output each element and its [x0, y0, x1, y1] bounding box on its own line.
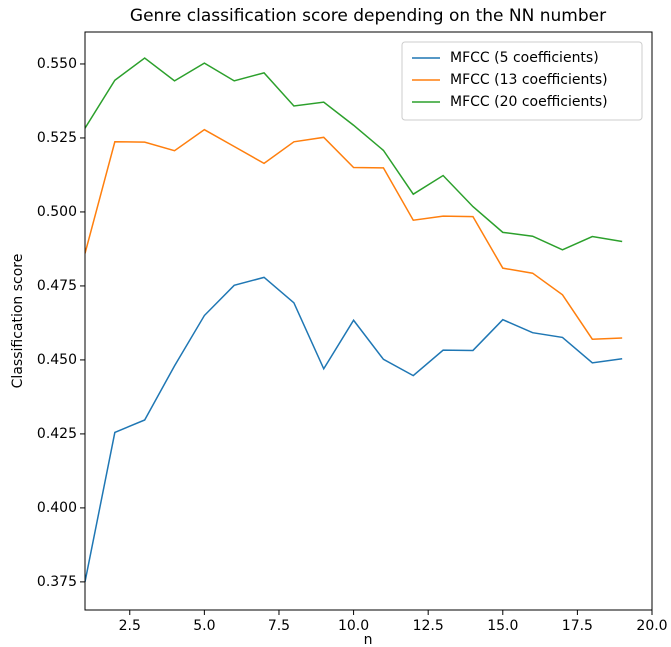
x-tick-label: 15.0 [487, 618, 518, 634]
line-series [85, 276, 623, 583]
y-tick-label: 0.550 [37, 56, 77, 72]
legend-label: MFCC (5 coefficients) [450, 50, 599, 66]
chart-title: Genre classification score depending on … [130, 6, 606, 26]
y-tick-label: 0.425 [37, 426, 77, 442]
y-axis-label: Classification score [10, 254, 26, 389]
x-tick-label: 20.0 [636, 618, 667, 634]
x-tick-label: 7.5 [268, 618, 290, 634]
line-series [85, 57, 623, 251]
y-tick-label: 0.525 [37, 130, 77, 146]
x-tick-label: 17.5 [562, 618, 593, 634]
line-series [85, 128, 623, 340]
y-tick-label: 0.475 [37, 278, 77, 294]
legend-box [401, 41, 643, 121]
y-tick-label: 0.500 [37, 204, 77, 220]
x-tick-label: 12.5 [413, 618, 444, 634]
y-tick-label: 0.400 [37, 500, 77, 516]
legend-label: MFCC (13 coefficients) [450, 72, 608, 88]
legend-label: MFCC (20 coefficients) [450, 94, 608, 110]
x-tick-label: 5.0 [193, 618, 215, 634]
x-tick-label: 2.5 [119, 618, 141, 634]
x-tick-label: 10.0 [338, 618, 369, 634]
x-axis-label: n [364, 632, 373, 647]
y-tick-label: 0.375 [37, 574, 77, 590]
plot-frame [84, 31, 653, 611]
y-tick-label: 0.450 [37, 352, 77, 368]
